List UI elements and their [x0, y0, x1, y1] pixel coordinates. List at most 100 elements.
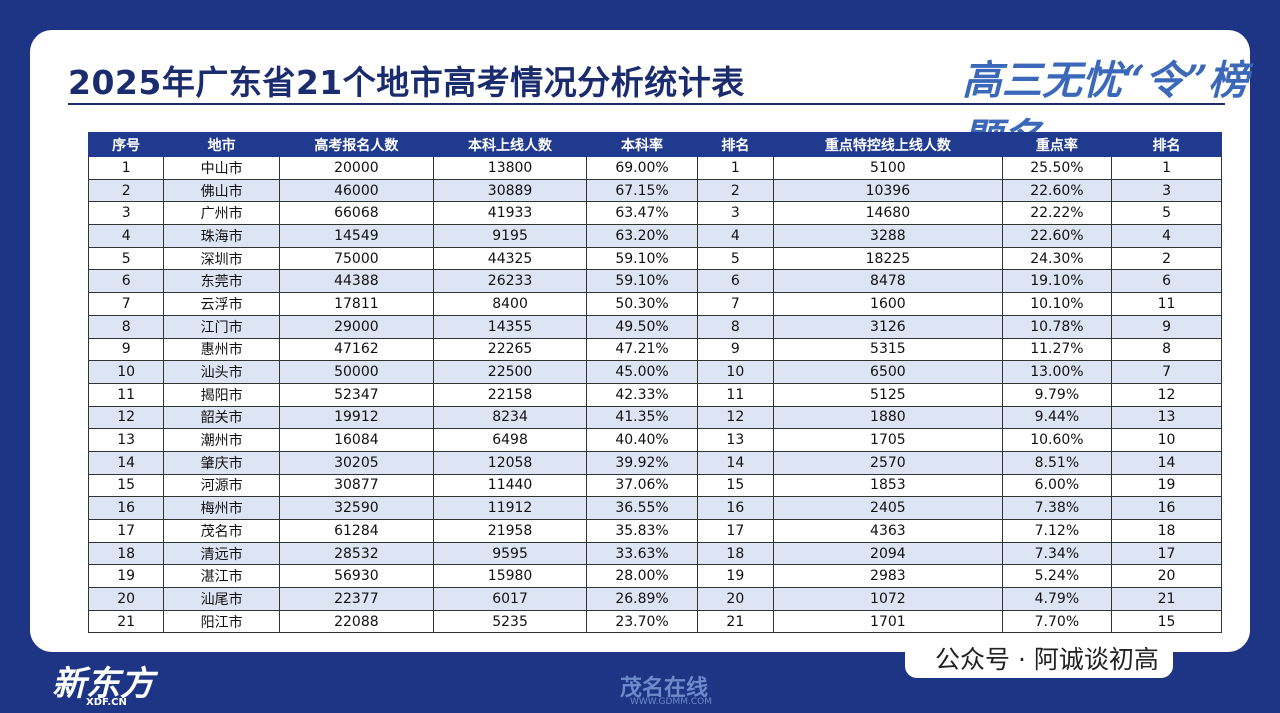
table-row: 6 东莞市 44388 26233 59.10% 6 8478 19.10% 6	[87, 269, 1222, 294]
table-cell: 肇庆市	[163, 450, 281, 475]
table-cell: 50000	[279, 360, 434, 384]
table-cell: 8478	[772, 269, 1003, 294]
table-cell: 44388	[279, 269, 434, 294]
table-cell: 56930	[279, 564, 434, 589]
table-cell: 9	[87, 337, 165, 362]
table-row: 12 韶关市 19912 8234 41.35% 12 1880 9.44% 13	[87, 405, 1222, 430]
table-cell: 18	[696, 541, 774, 566]
table-cell: 汕尾市	[163, 587, 281, 611]
table-cell: 17	[1111, 541, 1222, 566]
table-cell: 28.00%	[586, 564, 698, 589]
table-cell: 2983	[772, 564, 1003, 589]
table-cell: 63.47%	[586, 201, 698, 226]
table-cell: 14	[87, 450, 165, 475]
table-cell: 21	[1111, 587, 1222, 611]
table-cell: 6	[1111, 269, 1222, 294]
table-cell: 5	[696, 246, 774, 271]
table-cell: 23.70%	[586, 609, 698, 634]
table-cell: 29000	[279, 314, 434, 339]
table-cell: 9	[696, 337, 774, 362]
table-cell: 13	[696, 428, 774, 452]
table-cell: 10.78%	[1001, 314, 1113, 339]
table-row: 9 惠州市 47162 22265 47.21% 9 5315 11.27% 8	[87, 337, 1222, 362]
table-cell: 10.10%	[1001, 292, 1113, 316]
table-row: 11 揭阳市 52347 22158 42.33% 11 5125 9.79% 12	[87, 382, 1222, 407]
table-cell: 22.60%	[1001, 224, 1113, 248]
table-cell: 13.00%	[1001, 360, 1113, 384]
column-header: 地市	[163, 132, 281, 157]
table-cell: 6.00%	[1001, 473, 1113, 498]
table-cell: 2	[696, 178, 774, 203]
column-header: 序号	[87, 132, 165, 157]
table-cell: 41.35%	[586, 405, 698, 430]
table-row: 21 阳江市 22088 5235 23.70% 21 1701 7.70% 15	[87, 609, 1222, 634]
table-cell: 2	[1111, 246, 1222, 271]
table-cell: 59.10%	[586, 269, 698, 294]
table-cell: 茂名市	[163, 519, 281, 543]
table-cell: 59.10%	[586, 246, 698, 271]
table-row: 4 珠海市 14549 9195 63.20% 4 3288 22.60% 4	[87, 224, 1222, 248]
table-cell: 17	[696, 519, 774, 543]
table-cell: 1701	[772, 609, 1003, 634]
table-cell: 揭阳市	[163, 382, 281, 407]
table-cell: 18	[87, 541, 165, 566]
table-cell: 26233	[432, 269, 588, 294]
table-cell: 10396	[772, 178, 1003, 203]
table-row: 1 中山市 20000 13800 69.00% 1 5100 25.50% 1	[87, 156, 1222, 180]
table-cell: 22500	[432, 360, 588, 384]
table-cell: 11	[87, 382, 165, 407]
table-cell: 7.70%	[1001, 609, 1113, 634]
table-cell: 湛江市	[163, 564, 281, 589]
table-cell: 50.30%	[586, 292, 698, 316]
table-cell: 13800	[432, 156, 588, 180]
table-cell: 17811	[279, 292, 434, 316]
table-cell: 5235	[432, 609, 588, 634]
table-cell: 阳江市	[163, 609, 281, 634]
table-cell: 3126	[772, 314, 1003, 339]
table-cell: 7	[1111, 360, 1222, 384]
table-cell: 6500	[772, 360, 1003, 384]
table-cell: 1072	[772, 587, 1003, 611]
table-cell: 21	[87, 609, 165, 634]
table-cell: 67.15%	[586, 178, 698, 203]
table-cell: 37.06%	[586, 473, 698, 498]
table-cell: 8400	[432, 292, 588, 316]
table-cell: 4	[696, 224, 774, 248]
table-cell: 2	[87, 178, 165, 203]
table-cell: 7	[696, 292, 774, 316]
table-cell: 13	[87, 428, 165, 452]
table-cell: 10	[87, 360, 165, 384]
table-cell: 6017	[432, 587, 588, 611]
column-header: 高考报名人数	[279, 132, 434, 157]
table-cell: 5.24%	[1001, 564, 1113, 589]
table-cell: 9595	[432, 541, 588, 566]
table-cell: 36.55%	[586, 496, 698, 520]
table-cell: 15	[696, 473, 774, 498]
column-header: 本科率	[586, 132, 698, 157]
table-cell: 35.83%	[586, 519, 698, 543]
table-cell: 22265	[432, 337, 588, 362]
table-cell: 20	[696, 587, 774, 611]
table-cell: 44325	[432, 246, 588, 271]
table-cell: 深圳市	[163, 246, 281, 271]
table-cell: 20	[87, 587, 165, 611]
table-row: 5 深圳市 75000 44325 59.10% 5 18225 24.30% 2	[87, 246, 1222, 271]
table-cell: 7.38%	[1001, 496, 1113, 520]
table-cell: 8234	[432, 405, 588, 430]
table-cell: 12	[696, 405, 774, 430]
table-cell: 49.50%	[586, 314, 698, 339]
table-cell: 14	[696, 450, 774, 475]
table-cell: 26.89%	[586, 587, 698, 611]
table-cell: 15980	[432, 564, 588, 589]
table-cell: 16	[696, 496, 774, 520]
table-cell: 19	[696, 564, 774, 589]
table-cell: 东莞市	[163, 269, 281, 294]
table-row: 7 云浮市 17811 8400 50.30% 7 1600 10.10% 11	[87, 292, 1222, 316]
table-cell: 69.00%	[586, 156, 698, 180]
table-cell: 41933	[432, 201, 588, 226]
table-cell: 16	[87, 496, 165, 520]
table-cell: 14680	[772, 201, 1003, 226]
table-cell: 40.40%	[586, 428, 698, 452]
table-cell: 6498	[432, 428, 588, 452]
table-cell: 佛山市	[163, 178, 281, 203]
